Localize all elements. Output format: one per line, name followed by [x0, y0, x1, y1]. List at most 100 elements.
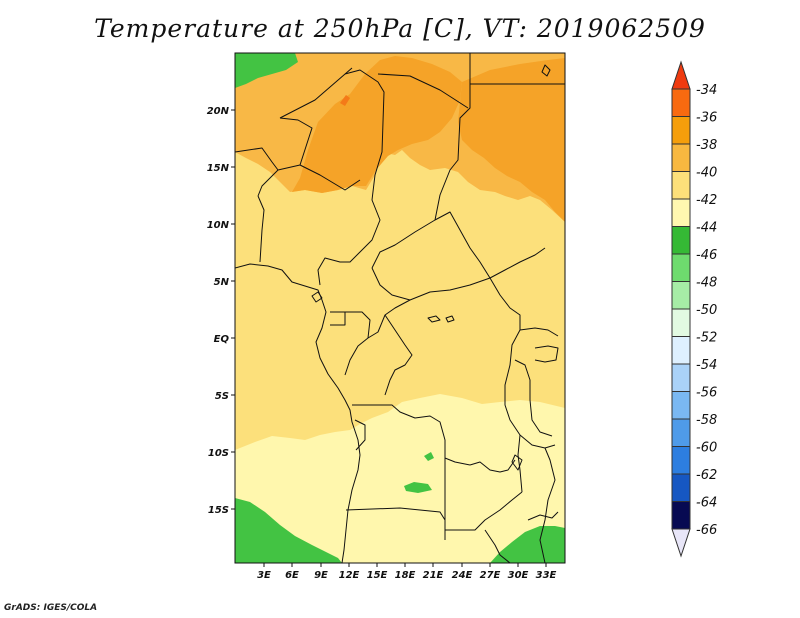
border-27: [519, 327, 559, 337]
colorbar-label: -38: [696, 138, 717, 153]
border-29: [514, 359, 553, 437]
country-borders: [235, 53, 565, 563]
colorbar-top-arrow: [671, 60, 691, 90]
border-11: [371, 219, 436, 269]
colorbar-label: -52: [696, 331, 717, 346]
y-tick-label: 5S: [215, 391, 229, 402]
colorbar-label: -56: [696, 386, 717, 401]
grads-credit: GrADS: IGES/COLA: [4, 603, 98, 613]
border-21: [354, 419, 366, 451]
y-tick-label: EQ: [214, 334, 230, 345]
colorbar-label: -48: [696, 276, 717, 291]
x-tick-label: 6E: [285, 570, 299, 581]
field-44-46-spot-1: [404, 482, 432, 493]
x-tick-label: 27E: [480, 570, 501, 581]
border-7: [377, 73, 469, 109]
border-30: [517, 434, 523, 493]
x-tick-label: 3E: [257, 570, 271, 581]
colorbar-segment: [671, 446, 691, 475]
colorbar-label: -58: [696, 413, 717, 428]
field-44-46-north: [235, 53, 298, 88]
x-tick-label: 12E: [339, 570, 360, 581]
x-tick-label: 30E: [508, 570, 529, 581]
border-13: [434, 211, 491, 279]
colorbar-label: -62: [696, 468, 717, 483]
y-axis: [231, 109, 235, 510]
x-tick-label: 15E: [367, 570, 388, 581]
colorbar-label: -50: [696, 303, 717, 318]
colorbar: [671, 60, 691, 558]
border-31: [539, 447, 556, 563]
colorbar-segment: [671, 336, 691, 365]
border-14: [489, 247, 546, 279]
field-44-46-spot-2: [424, 452, 434, 461]
x-tick-label: 21E: [423, 570, 444, 581]
lake-2: [445, 315, 455, 323]
colorbar-segment: [671, 143, 691, 172]
border-15: [489, 277, 521, 330]
x-tick-label: 18E: [395, 570, 416, 581]
border-19: [384, 314, 413, 396]
field-36-38-northeast: [458, 58, 565, 222]
colorbar-segment: [671, 391, 691, 420]
colorbar-label: -36: [696, 111, 717, 126]
border-23: [444, 458, 523, 531]
border-10: [317, 174, 381, 286]
border-32: [527, 511, 559, 521]
colorbar-segment: [671, 253, 691, 282]
border-24: [469, 459, 516, 473]
colorbar-label: -66: [696, 523, 717, 538]
lake-1: [427, 315, 441, 323]
colorbar-segment: [671, 116, 691, 145]
colorbar-label: -46: [696, 248, 717, 263]
colorbar-bottom-arrow: [671, 528, 691, 558]
x-tick-label: 24E: [452, 570, 473, 581]
colorbar-segment: [671, 473, 691, 502]
y-tick-label: 10N: [207, 220, 230, 231]
lake-4: [541, 64, 551, 77]
x-tick-label: 9E: [314, 570, 328, 581]
colorbar-label: -54: [696, 358, 717, 373]
border-12: [371, 267, 491, 301]
field-44-46-southwest: [235, 498, 342, 563]
field-44-46-southeast: [490, 526, 565, 563]
colorbar-segment: [671, 281, 691, 310]
temperature-field: [235, 53, 565, 563]
colorbar-segment: [671, 226, 691, 255]
border-25: [484, 529, 511, 563]
colorbar-label: -42: [696, 193, 717, 208]
y-tick-label: 15S: [208, 505, 229, 516]
colorbar-label: -64: [696, 496, 717, 511]
x-tick-label: 33E: [536, 570, 557, 581]
lake-3: [311, 291, 323, 303]
field-42-44-south: [235, 394, 565, 563]
map-frame: [234, 52, 566, 564]
colorbar-segment: [671, 308, 691, 337]
y-tick-label: 10S: [208, 448, 229, 459]
border-5: [299, 164, 361, 191]
coastline-west: [235, 263, 361, 563]
colorbar-label: -44: [696, 221, 717, 236]
border-2: [257, 195, 265, 263]
colorbar-segment: [671, 88, 691, 117]
y-tick-label: 15N: [207, 163, 230, 174]
border-6: [344, 69, 385, 176]
chart-title: Temperature at 250hPa [C], VT: 201906250…: [94, 14, 706, 43]
colorbar-segment: [671, 198, 691, 227]
colorbar-label: -60: [696, 441, 717, 456]
border-33: [511, 454, 523, 471]
colorbar-segment: [671, 363, 691, 392]
x-axis: [263, 563, 547, 567]
border-20: [352, 404, 471, 466]
field-36-38-northwest: [292, 56, 462, 193]
border-8: [434, 53, 471, 221]
colorbar-segment: [671, 171, 691, 200]
border-26: [504, 329, 556, 449]
border-4: [279, 67, 353, 119]
field-34-36-spot: [340, 95, 350, 106]
colorbar-segment: [671, 501, 691, 530]
colorbar-label: -40: [696, 166, 717, 181]
border-28: [534, 345, 559, 363]
border-3: [277, 117, 313, 171]
